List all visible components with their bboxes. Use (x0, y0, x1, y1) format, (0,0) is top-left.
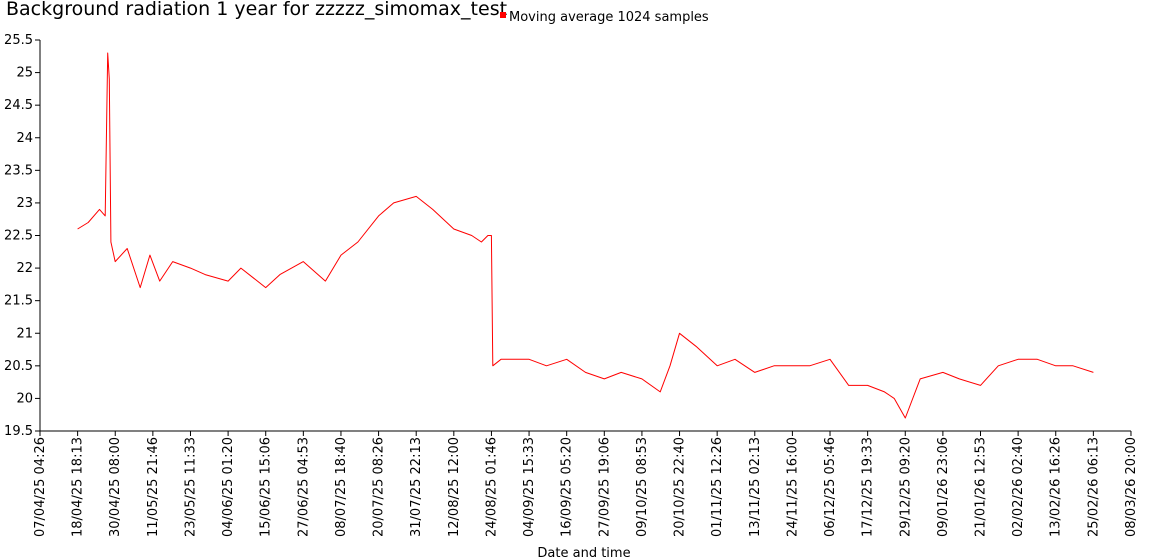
y-tick-label: 22 (16, 261, 33, 276)
y-tick-label: 20.5 (4, 359, 33, 374)
y-tick-label: 25 (16, 66, 33, 81)
x-tick-label: 20/07/25 08:26 (372, 437, 387, 537)
y-tick-label: 22.5 (4, 229, 33, 244)
x-tick-label: 11/05/25 21:46 (146, 437, 161, 537)
y-tick-label: 20 (16, 391, 33, 406)
x-tick-label: 27/06/25 04:53 (296, 437, 311, 537)
x-tick-label: 25/02/26 06:13 (1086, 437, 1101, 537)
x-tick-label: 08/07/25 18:40 (334, 437, 349, 537)
x-tick-label: 21/01/26 12:53 (973, 437, 988, 537)
x-tick-label: 07/04/25 04:26 (33, 437, 48, 537)
x-tick-label: 13/02/26 16:26 (1049, 437, 1064, 537)
x-tick-label: 16/09/25 05:20 (560, 437, 575, 537)
y-ticks: 19.5 20 20.5 21 21.5 22 22.5 23 23.5 24 24.5 25 25.5 (4, 33, 40, 439)
legend-label: Moving average 1024 samples (509, 10, 709, 25)
x-ticks: 07/04/25 04:26 18/04/25 18:13 30/04/25 08:… (33, 431, 1139, 537)
x-tick-label: 01/11/25 12:26 (710, 437, 725, 537)
x-tick-label: 06/12/25 05:46 (823, 437, 838, 537)
series-line-0 (77, 52, 1094, 419)
x-tick-label: 30/04/25 08:00 (108, 437, 123, 537)
x-tick-label: 04/06/25 01:20 (221, 437, 236, 537)
y-tick-label: 25.5 (4, 33, 33, 48)
x-tick-label: 20/10/25 22:40 (673, 437, 688, 537)
x-tick-label: 31/07/25 22:13 (409, 437, 424, 537)
x-tick-label: 12/08/25 12:00 (447, 437, 462, 537)
y-tick-label: 24.5 (4, 98, 33, 113)
x-tick-label: 15/06/25 15:06 (259, 437, 274, 537)
x-tick-label: 23/05/25 11:33 (183, 437, 198, 537)
x-tick-label: 04/09/25 15:33 (522, 437, 537, 537)
x-tick-label: 09/01/26 23:06 (936, 437, 951, 537)
y-tick-label: 23.5 (4, 163, 33, 178)
x-tick-label: 27/09/25 19:06 (597, 437, 612, 537)
series-group (77, 52, 1094, 419)
y-tick-label: 23 (16, 196, 33, 211)
x-tick-label: 02/02/26 02:40 (1011, 437, 1026, 537)
x-tick-label: 24/11/25 16:00 (785, 437, 800, 537)
x-tick-label: 08/03/26 20:00 (1124, 437, 1139, 537)
x-tick-label: 24/08/25 01:46 (484, 437, 499, 537)
y-tick-label: 24 (16, 131, 33, 146)
x-axis-label: Date and time (537, 546, 630, 560)
chart-title: Background radiation 1 year for zzzzz_si… (6, 0, 507, 20)
x-tick-label: 09/10/25 08:53 (635, 437, 650, 537)
x-tick-label: 17/12/25 19:33 (861, 437, 876, 537)
x-tick-label: 18/04/25 18:13 (71, 437, 86, 537)
x-tick-label: 13/11/25 02:13 (748, 437, 763, 537)
y-tick-label: 21.5 (4, 294, 33, 309)
x-tick-label: 29/12/25 09:20 (898, 437, 913, 537)
y-tick-label: 19.5 (4, 424, 33, 439)
y-tick-label: 21 (16, 326, 33, 341)
legend-swatch (500, 12, 506, 18)
